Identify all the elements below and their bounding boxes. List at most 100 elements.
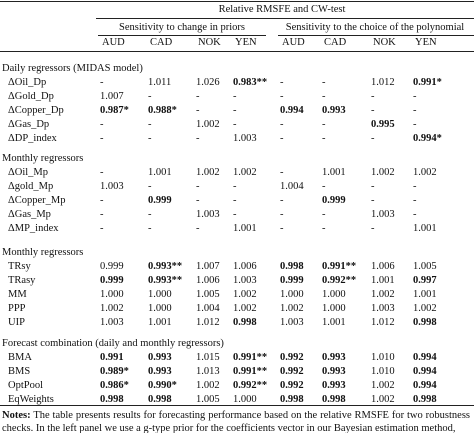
cell: 1.002 — [196, 167, 220, 178]
cell: 0.994 — [413, 380, 437, 391]
cell: 0.993 — [148, 366, 172, 377]
cell: 1.003 — [100, 181, 124, 192]
cell: 0.992 — [280, 352, 304, 363]
cell: 0.993** — [148, 275, 183, 286]
cell: 1.002 — [233, 289, 257, 300]
cell: - — [148, 223, 152, 234]
row-label: ΔGas_Mp — [8, 209, 51, 220]
cell: 1.000 — [148, 289, 172, 300]
cell: - — [322, 119, 326, 130]
column-header: AUD — [282, 37, 305, 48]
row-label: ΔCopper_Dp — [8, 105, 64, 116]
cell: 0.992 — [280, 380, 304, 391]
section-title: Daily regressors (MIDAS model) — [2, 63, 143, 74]
cell: 1.000 — [233, 394, 257, 405]
cell: 1.004 — [196, 303, 220, 314]
cell: - — [148, 133, 152, 144]
cell: 0.994 — [413, 352, 437, 363]
cell: 1.003 — [371, 209, 395, 220]
cell: - — [371, 181, 375, 192]
cell: - — [148, 119, 152, 130]
cell: 0.997 — [413, 275, 437, 286]
cell: 1.011 — [148, 77, 172, 88]
cell: 1.000 — [148, 303, 172, 314]
cell: - — [413, 195, 417, 206]
cell: 0.999 — [280, 275, 304, 286]
cell: - — [148, 91, 152, 102]
cell: 0.987* — [100, 105, 129, 116]
cell: 1.002 — [371, 289, 395, 300]
cell: 1.001 — [413, 289, 437, 300]
cell: - — [196, 91, 200, 102]
cell: - — [233, 119, 237, 130]
notes-text: The table presents results for forecasti… — [2, 410, 471, 433]
cell: - — [100, 119, 104, 130]
cell: 1.000 — [100, 289, 124, 300]
cell: 0.998 — [280, 261, 304, 272]
cell: 1.002 — [100, 303, 124, 314]
cell: 1.005 — [413, 261, 437, 272]
cell: - — [280, 91, 284, 102]
row-label: ΔGas_Dp — [8, 119, 50, 130]
row-label: ΔDP_index — [8, 133, 57, 144]
cell: - — [196, 195, 200, 206]
column-header: YEN — [235, 37, 257, 48]
cell: 1.007 — [196, 261, 220, 272]
cell: 0.998 — [322, 394, 346, 405]
cell: 1.003 — [100, 317, 124, 328]
row-label: EqWeights — [8, 394, 54, 405]
group-rule — [278, 35, 474, 36]
cell: 1.005 — [196, 394, 220, 405]
cell: - — [413, 105, 417, 116]
cell: 1.026 — [196, 77, 220, 88]
cell: 1.001 — [413, 223, 437, 234]
cell: 0.995 — [371, 119, 395, 130]
cell: - — [413, 209, 417, 220]
row-label: OptPool — [8, 380, 44, 391]
cell: 1.002 — [371, 380, 395, 391]
cell: 1.002 — [233, 167, 257, 178]
cell: 0.998 — [413, 394, 437, 405]
cell: - — [280, 223, 284, 234]
cell: - — [413, 181, 417, 192]
cell: 0.994 — [413, 366, 437, 377]
cell: 1.001 — [148, 317, 172, 328]
cell: 1.002 — [196, 119, 220, 130]
cell: 1.001 — [233, 223, 257, 234]
cell: - — [233, 181, 237, 192]
cell: 0.993 — [148, 352, 172, 363]
cell: 0.992** — [322, 275, 357, 286]
cell: 0.993** — [148, 261, 183, 272]
cell: 1.005 — [196, 289, 220, 300]
row-label: PPP — [8, 303, 26, 314]
row-label: ΔCopper_Mp — [8, 195, 66, 206]
cell: 1.001 — [148, 167, 172, 178]
cell: 0.988* — [148, 105, 177, 116]
row-label: MM — [8, 289, 27, 300]
row-label: TRasy — [8, 275, 36, 286]
cell: 0.983** — [233, 77, 268, 88]
cell: 1.006 — [371, 261, 395, 272]
cell: 1.012 — [371, 77, 395, 88]
section-title: Monthly regressors — [2, 247, 84, 258]
cell: 0.991** — [233, 352, 268, 363]
cell: 0.992 — [280, 366, 304, 377]
cell: 1.012 — [196, 317, 220, 328]
cell: - — [371, 133, 375, 144]
cell: 1.007 — [100, 91, 124, 102]
cell: 1.003 — [233, 275, 257, 286]
cell: 0.998 — [280, 394, 304, 405]
cell: - — [233, 209, 237, 220]
cell: 0.993 — [322, 366, 346, 377]
cell: - — [233, 105, 237, 116]
cell: - — [233, 195, 237, 206]
cell: 1.002 — [413, 303, 437, 314]
cell: - — [322, 223, 326, 234]
cell: 1.000 — [322, 303, 346, 314]
column-header: CAD — [150, 37, 173, 48]
cell: - — [322, 91, 326, 102]
cell: - — [196, 223, 200, 234]
cell: 0.993 — [322, 380, 346, 391]
cell: - — [371, 223, 375, 234]
cell: 1.003 — [196, 209, 220, 220]
